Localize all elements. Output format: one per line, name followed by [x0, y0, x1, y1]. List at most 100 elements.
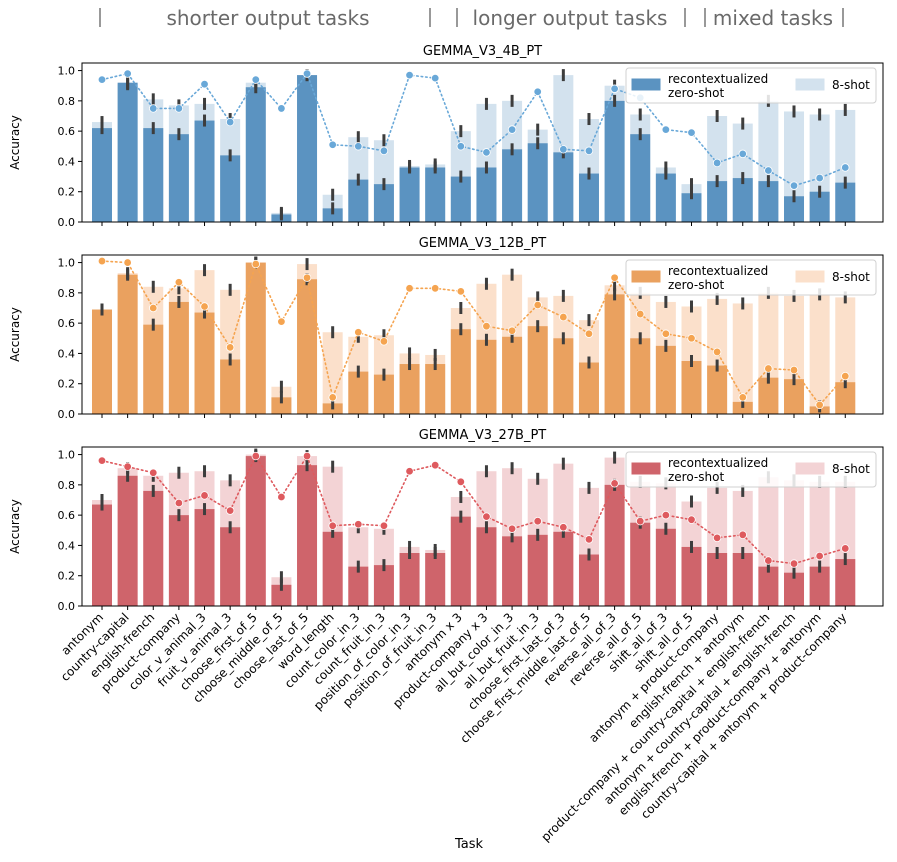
recontextualized-point	[302, 69, 312, 78]
recontextualized-point	[251, 75, 260, 84]
bar-zero-shot	[348, 179, 369, 222]
axes-frame	[81, 446, 884, 607]
bar-zero-shot	[194, 120, 215, 222]
bar-zero-shot	[348, 371, 369, 414]
bar-zero-shot	[630, 522, 651, 606]
y-tick-label: 0.8	[58, 287, 76, 300]
chart-panels: GEMMA_V3_4B_PT Accuracy 0.0 0.2 0.4 0.6 0.8 1.0…	[8, 44, 884, 613]
bar-zero-shot	[784, 572, 805, 606]
bar-zero-shot	[117, 274, 138, 414]
recontextualized-point	[225, 117, 235, 127]
bar-zero-shot	[527, 326, 548, 414]
bar-zero-shot	[476, 339, 497, 414]
bar-zero-shot	[502, 336, 523, 414]
bar-zero-shot	[117, 82, 138, 222]
bar-zero-shot	[655, 528, 676, 606]
recontextualized-point	[200, 79, 209, 89]
bar-zero-shot	[655, 173, 676, 222]
recontextualized-point	[738, 393, 747, 402]
bar-zero-shot	[425, 553, 446, 606]
recontextualized-point	[379, 146, 389, 156]
bar-zero-shot	[297, 465, 318, 606]
recontextualized-point	[302, 451, 312, 461]
bar-zero-shot	[476, 167, 497, 222]
recontextualized-point	[584, 535, 594, 544]
bar-zero-shot	[655, 345, 676, 414]
recontextualized-point	[584, 146, 594, 156]
header-shorter-tasks: shorter output tasks	[166, 6, 369, 30]
recontextualized-point	[789, 181, 799, 190]
bar-zero-shot	[835, 182, 856, 222]
legend-label-recontextualized: recontextualized	[668, 456, 768, 470]
recontextualized-point	[841, 544, 850, 553]
recontextualized-point	[482, 512, 491, 521]
recontextualized-point	[841, 371, 850, 381]
recontextualized-point	[328, 140, 337, 149]
legend-label-8shot: 8-shot	[832, 462, 870, 476]
chart-title: GEMMA_V3_12B_PT	[419, 236, 547, 251]
bar-zero-shot	[758, 181, 779, 222]
bar-zero-shot	[425, 167, 446, 222]
recontextualized-point	[789, 559, 799, 568]
legend-label-8shot: 8-shot	[832, 78, 870, 92]
bar-zero-shot	[322, 208, 343, 222]
y-axis-label: Accuracy	[8, 115, 22, 170]
bar-zero-shot	[553, 338, 574, 414]
recontextualized-point	[456, 142, 466, 151]
recontextualized-point	[610, 84, 619, 93]
legend-label-zero-shot: zero-shot	[668, 278, 724, 292]
y-tick-label: 1.0	[58, 257, 76, 270]
bar-zero-shot	[194, 312, 215, 414]
y-axis-label: Accuracy	[8, 307, 22, 362]
bar-zero-shot	[681, 361, 702, 414]
recontextualized-point	[661, 510, 671, 520]
recontextualized-point	[687, 128, 696, 137]
recontextualized-point	[251, 259, 260, 269]
recontextualized-point	[97, 75, 107, 84]
recontextualized-point	[225, 506, 235, 515]
recontextualized-point	[533, 87, 542, 96]
bar-zero-shot	[835, 559, 856, 606]
recontextualized-point	[687, 515, 696, 524]
recontextualized-line	[101, 260, 847, 407]
bar-zero-shot	[297, 279, 318, 414]
y-tick-label: 1.0	[58, 65, 76, 78]
bar-zero-shot	[117, 475, 138, 606]
recontextualized-point	[712, 158, 722, 168]
bar-zero-shot	[707, 553, 728, 606]
recontextualized-point	[430, 284, 440, 293]
bar-zero-shot	[220, 359, 241, 414]
recontextualized-point	[584, 329, 594, 338]
bar-zero-shot	[425, 364, 446, 414]
recontextualized-point	[405, 284, 414, 293]
bar-zero-shot	[578, 362, 599, 414]
recontextualized-point	[482, 148, 491, 157]
bar-zero-shot	[373, 565, 394, 606]
recontextualized-line	[101, 71, 847, 187]
y-tick-label: 0.2	[58, 186, 76, 199]
legend-label-8shot: 8-shot	[832, 270, 870, 284]
y-axis-label: Accuracy	[8, 499, 22, 554]
bar-zero-shot	[707, 365, 728, 414]
bar-8shot	[784, 111, 805, 222]
y-tick-label: 0.0	[58, 600, 76, 613]
bar-zero-shot	[220, 155, 241, 222]
y-tick-label: 0.6	[58, 509, 76, 522]
legend-label-zero-shot: zero-shot	[668, 86, 724, 100]
bar-zero-shot	[630, 134, 651, 222]
recontextualized-point	[277, 104, 286, 113]
bar-zero-shot	[220, 527, 241, 606]
bar-zero-shot	[681, 546, 702, 606]
recontextualized-point	[507, 326, 517, 335]
bar-zero-shot	[758, 377, 779, 414]
bar-zero-shot	[92, 309, 112, 414]
bar-zero-shot	[604, 294, 625, 414]
legend-swatch-8shot	[795, 462, 825, 475]
header-mixed-tasks: mixed tasks	[713, 6, 833, 30]
bar-zero-shot	[245, 87, 266, 222]
y-tick-label: 0.6	[58, 125, 76, 138]
bar-zero-shot	[245, 456, 266, 606]
bar-zero-shot	[143, 324, 164, 414]
